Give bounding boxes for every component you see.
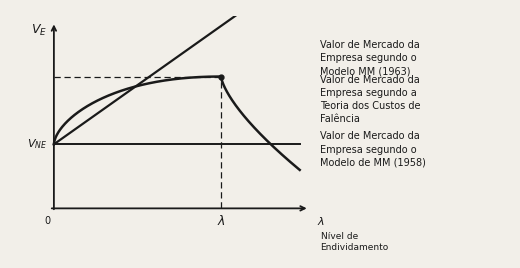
Text: $V_{NE}$: $V_{NE}$ — [27, 137, 47, 151]
Text: Valor de Mercado da
Empresa segundo o
Modelo MM (1963): Valor de Mercado da Empresa segundo o Mo… — [320, 40, 420, 76]
Text: Nível de
Endividamento: Nível de Endividamento — [321, 232, 389, 252]
Text: Valor de Mercado da
Empresa segundo o
Modelo de MM (1958): Valor de Mercado da Empresa segundo o Mo… — [320, 132, 426, 168]
Text: $V_E$: $V_E$ — [31, 23, 47, 38]
Text: 0: 0 — [45, 216, 51, 226]
Text: Valor de Mercado da
Empresa segundo a
Teoria dos Custos de
Falência: Valor de Mercado da Empresa segundo a Te… — [320, 75, 420, 124]
Text: $\lambda$: $\lambda$ — [317, 215, 325, 227]
Text: $\lambda$: $\lambda$ — [217, 214, 225, 228]
